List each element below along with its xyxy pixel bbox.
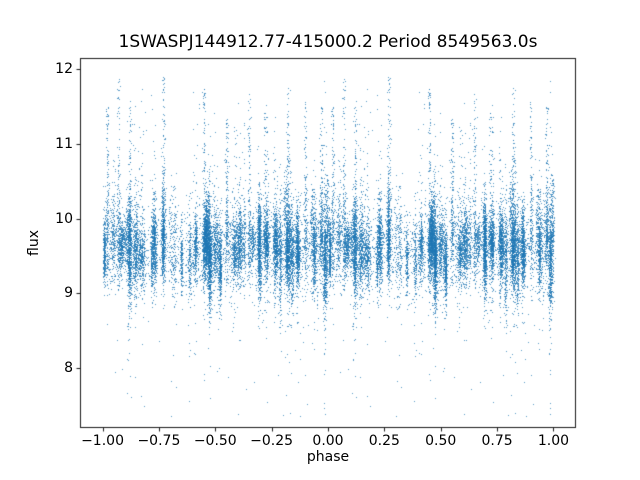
y-tick-label: 10 (55, 210, 73, 227)
x-tick-label: 0.75 (481, 433, 513, 449)
x-tick-label: 0.50 (425, 433, 457, 449)
y-tick-label: 9 (64, 285, 73, 302)
y-tick-label: 12 (55, 61, 73, 78)
x-tick-label: −0.25 (250, 433, 294, 449)
y-axis-label: flux (26, 230, 42, 256)
x-axis-label: phase (306, 449, 350, 465)
chart-title: 1SWASPJ144912.77-415000.2 Period 8549563… (118, 32, 538, 52)
x-tick-label: −1.00 (81, 433, 124, 449)
x-tick-label: −0.50 (193, 433, 237, 449)
x-tick-label: 0.25 (368, 433, 400, 449)
y-tick-label: 11 (55, 135, 73, 152)
x-tick-label: 0.00 (312, 433, 344, 449)
y-tick-label: 8 (64, 360, 73, 377)
x-tick-label: −0.75 (137, 433, 181, 449)
x-tick-label: 1.00 (537, 433, 570, 449)
